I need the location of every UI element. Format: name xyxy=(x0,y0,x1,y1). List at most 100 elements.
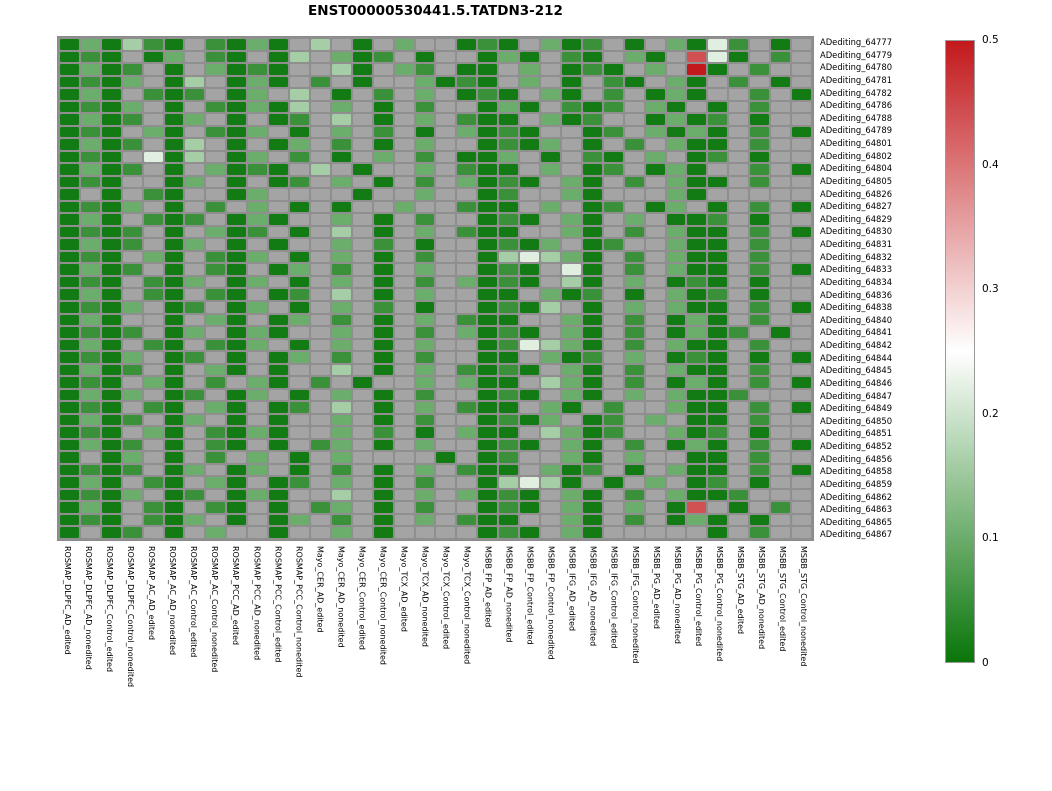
row-label: ADediting_64830 xyxy=(820,226,893,237)
heatmap-cell xyxy=(645,151,665,163)
heatmap-cell xyxy=(520,414,540,426)
heatmap-cell xyxy=(666,314,686,326)
heatmap-cell xyxy=(290,439,309,451)
heatmap-cell xyxy=(708,226,728,238)
heatmap-cell xyxy=(331,402,351,413)
heatmap-cell xyxy=(415,214,435,225)
heatmap-cell xyxy=(708,101,728,113)
heatmap-cell xyxy=(185,139,205,150)
heatmap-cell xyxy=(164,226,184,238)
heatmap-cell xyxy=(708,314,728,326)
heatmap-cell xyxy=(331,176,351,188)
heatmap-cell xyxy=(310,289,330,301)
heatmap-cell xyxy=(269,39,289,50)
heatmap-cell xyxy=(708,289,728,301)
heatmap-cell xyxy=(290,527,309,538)
heatmap-cell xyxy=(80,264,100,275)
heatmap-cell xyxy=(227,64,247,75)
heatmap-cell xyxy=(206,251,226,263)
heatmap-cell xyxy=(792,251,811,263)
heatmap-cell xyxy=(436,276,456,288)
heatmap-cell xyxy=(478,239,498,250)
heatmap-cell xyxy=(269,276,289,288)
heatmap-cell xyxy=(394,527,414,538)
heatmap-cell xyxy=(750,251,770,263)
heatmap-cell xyxy=(122,352,142,363)
heatmap-cell xyxy=(436,364,456,376)
heatmap-cell xyxy=(290,502,309,513)
heatmap-cell xyxy=(143,477,163,488)
heatmap-cell xyxy=(541,327,560,338)
heatmap-cell xyxy=(603,502,623,513)
heatmap-cell xyxy=(603,452,623,463)
row-label: ADediting_64847 xyxy=(820,390,893,401)
heatmap-cell xyxy=(185,439,205,451)
heatmap-cell xyxy=(394,414,414,426)
heatmap-cell xyxy=(310,389,330,401)
heatmap-cell xyxy=(645,289,665,301)
heatmap-cell xyxy=(750,364,770,376)
heatmap-cell xyxy=(708,264,728,275)
heatmap-cell xyxy=(331,489,351,501)
heatmap-cell xyxy=(185,251,205,263)
heatmap-cell xyxy=(436,289,456,301)
heatmap-cell xyxy=(687,302,707,313)
heatmap-cell xyxy=(582,414,602,426)
heatmap-cell xyxy=(771,289,791,301)
col-label: MSBB_IFG_AD_edited xyxy=(567,546,577,632)
heatmap-cell xyxy=(248,89,268,100)
heatmap-cell xyxy=(101,101,121,113)
heatmap-cell xyxy=(436,251,456,263)
heatmap-cell xyxy=(687,139,707,150)
heatmap-cell xyxy=(206,302,226,313)
heatmap-cell xyxy=(248,214,268,225)
heatmap-cell xyxy=(164,89,184,100)
heatmap-cell xyxy=(227,51,247,63)
heatmap-cell xyxy=(624,276,644,288)
heatmap-cell xyxy=(541,364,560,376)
heatmap-cell xyxy=(708,126,728,138)
heatmap-cell xyxy=(122,314,142,326)
heatmap-cell xyxy=(478,527,498,538)
heatmap-cell xyxy=(541,452,560,463)
heatmap-cell xyxy=(122,176,142,188)
heatmap-cell xyxy=(457,327,477,338)
heatmap-cell xyxy=(436,389,456,401)
heatmap-cell xyxy=(352,477,372,488)
heatmap-cell xyxy=(478,139,498,150)
heatmap-cell xyxy=(687,502,707,513)
heatmap-cell xyxy=(80,364,100,376)
heatmap-cell xyxy=(394,452,414,463)
heatmap-cell xyxy=(729,352,749,363)
heatmap-cell xyxy=(269,527,289,538)
heatmap-cell xyxy=(792,364,811,376)
heatmap-cell xyxy=(603,489,623,501)
heatmap-cell xyxy=(687,489,707,501)
heatmap-cell xyxy=(729,126,749,138)
heatmap-cell xyxy=(645,389,665,401)
heatmap-cell xyxy=(729,527,749,538)
heatmap-cell xyxy=(185,502,205,513)
heatmap-cell xyxy=(101,239,121,250)
heatmap-cell xyxy=(331,414,351,426)
heatmap-cell xyxy=(227,39,247,50)
heatmap-cell xyxy=(227,289,247,301)
heatmap-cell xyxy=(708,464,728,476)
heatmap-cell xyxy=(750,514,770,526)
heatmap-cell xyxy=(415,39,435,50)
heatmap-cell xyxy=(478,327,498,338)
heatmap-cell xyxy=(164,452,184,463)
heatmap-cell xyxy=(269,64,289,75)
heatmap-cell xyxy=(122,251,142,263)
heatmap-cell xyxy=(436,239,456,250)
heatmap-cell xyxy=(185,114,205,125)
heatmap-cell xyxy=(269,289,289,301)
heatmap-cell xyxy=(666,226,686,238)
heatmap-cell xyxy=(331,289,351,301)
heatmap-cell xyxy=(415,289,435,301)
heatmap-cell xyxy=(206,289,226,301)
heatmap-cell xyxy=(290,51,309,63)
heatmap-cell xyxy=(185,264,205,275)
heatmap-cell xyxy=(478,477,498,488)
heatmap-cell xyxy=(436,489,456,501)
